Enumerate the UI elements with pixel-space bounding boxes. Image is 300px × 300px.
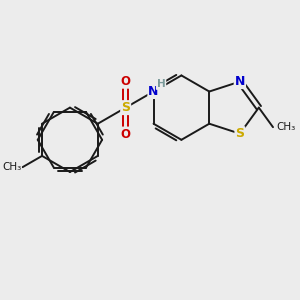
Text: N: N — [235, 75, 245, 88]
Text: N: N — [148, 85, 159, 98]
Text: CH₃: CH₃ — [276, 122, 296, 132]
Text: O: O — [121, 128, 131, 140]
Text: H: H — [157, 79, 165, 89]
Text: O: O — [121, 75, 131, 88]
Text: S: S — [236, 127, 244, 140]
Text: CH₃: CH₃ — [2, 162, 22, 172]
Text: S: S — [121, 101, 130, 114]
